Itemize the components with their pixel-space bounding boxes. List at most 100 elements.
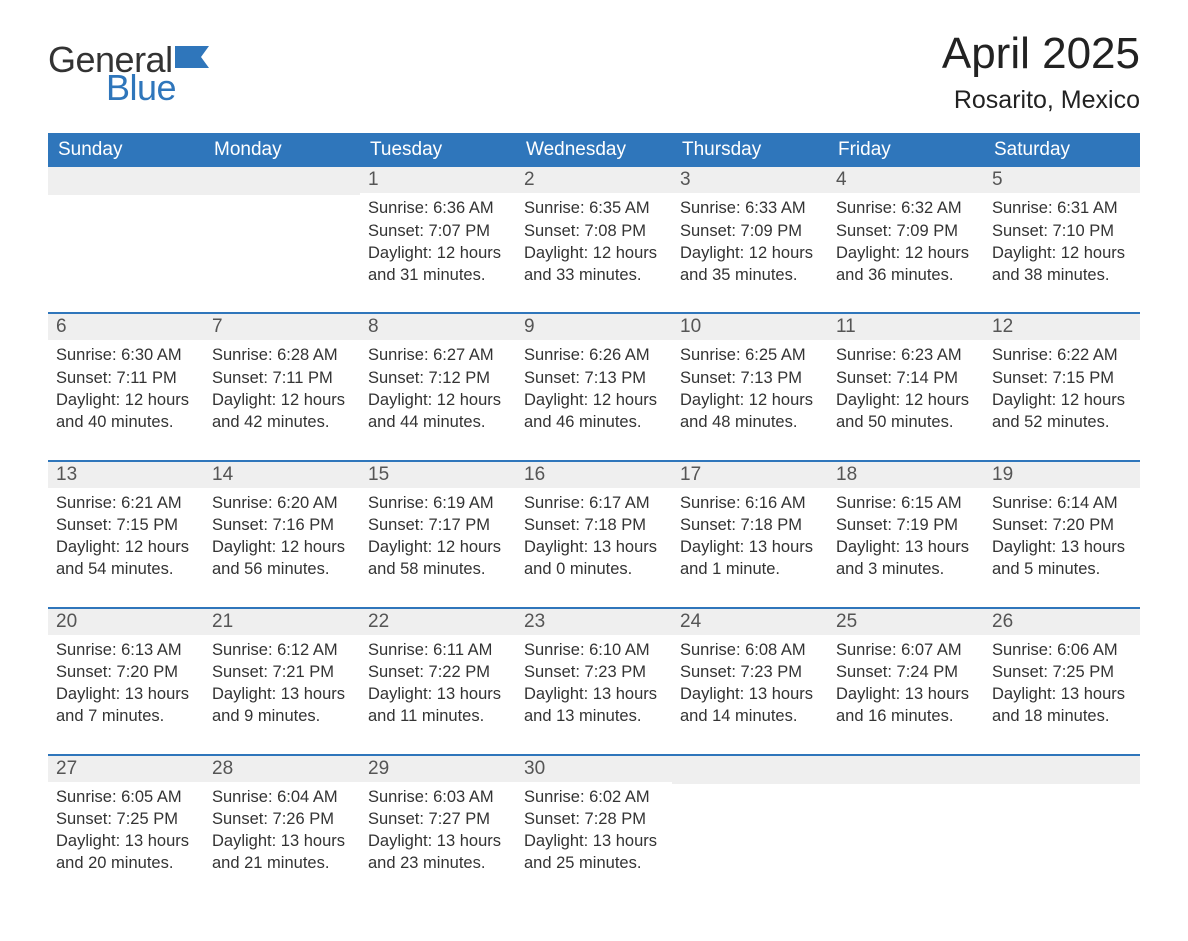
flag-icon	[175, 46, 209, 72]
daylight-text: Daylight: 13 hours and 0 minutes.	[524, 536, 664, 581]
sunrise-text: Sunrise: 6:19 AM	[368, 492, 508, 514]
daylight-text: Daylight: 13 hours and 9 minutes.	[212, 683, 352, 728]
day-number: 19	[992, 464, 1013, 485]
sunset-text: Sunset: 7:21 PM	[212, 661, 352, 683]
day-cell: 28Sunrise: 6:04 AMSunset: 7:26 PMDayligh…	[204, 756, 360, 901]
sunset-text: Sunset: 7:13 PM	[680, 367, 820, 389]
weekday-header: Tuesday	[360, 133, 516, 167]
day-number: 20	[56, 611, 77, 632]
empty-day-cell	[828, 756, 984, 901]
daylight-text: Daylight: 12 hours and 56 minutes.	[212, 536, 352, 581]
sunrise-text: Sunrise: 6:26 AM	[524, 344, 664, 366]
daylight-text: Daylight: 13 hours and 1 minute.	[680, 536, 820, 581]
day-number: 9	[524, 316, 535, 337]
day-info: Sunrise: 6:03 AMSunset: 7:27 PMDaylight:…	[360, 782, 516, 875]
day-info: Sunrise: 6:11 AMSunset: 7:22 PMDaylight:…	[360, 635, 516, 728]
day-cell: 5Sunrise: 6:31 AMSunset: 7:10 PMDaylight…	[984, 167, 1140, 312]
day-number-row: 6	[48, 314, 204, 340]
day-info: Sunrise: 6:27 AMSunset: 7:12 PMDaylight:…	[360, 340, 516, 433]
day-number-row: 12	[984, 314, 1140, 340]
weekday-header: Thursday	[672, 133, 828, 167]
daylight-text: Daylight: 13 hours and 3 minutes.	[836, 536, 976, 581]
day-number-row: 21	[204, 609, 360, 635]
day-number-row	[204, 167, 360, 195]
month-title: April 2025	[942, 30, 1140, 78]
day-number: 27	[56, 758, 77, 779]
sunrise-text: Sunrise: 6:07 AM	[836, 639, 976, 661]
day-number-row: 9	[516, 314, 672, 340]
weekday-header: Sunday	[48, 133, 204, 167]
location-subtitle: Rosarito, Mexico	[942, 86, 1140, 115]
day-cell: 14Sunrise: 6:20 AMSunset: 7:16 PMDayligh…	[204, 462, 360, 607]
day-number-row	[984, 756, 1140, 784]
day-number-row: 22	[360, 609, 516, 635]
sunrise-text: Sunrise: 6:11 AM	[368, 639, 508, 661]
sunset-text: Sunset: 7:18 PM	[524, 514, 664, 536]
daylight-text: Daylight: 13 hours and 11 minutes.	[368, 683, 508, 728]
daylight-text: Daylight: 12 hours and 48 minutes.	[680, 389, 820, 434]
sunset-text: Sunset: 7:26 PM	[212, 808, 352, 830]
day-info: Sunrise: 6:10 AMSunset: 7:23 PMDaylight:…	[516, 635, 672, 728]
calendar: SundayMondayTuesdayWednesdayThursdayFrid…	[48, 133, 1140, 900]
sunset-text: Sunset: 7:28 PM	[524, 808, 664, 830]
sunset-text: Sunset: 7:20 PM	[992, 514, 1132, 536]
day-cell: 15Sunrise: 6:19 AMSunset: 7:17 PMDayligh…	[360, 462, 516, 607]
page-header: General Blue April 2025 Rosarito, Mexico	[48, 30, 1140, 115]
day-number: 14	[212, 464, 233, 485]
day-cell: 19Sunrise: 6:14 AMSunset: 7:20 PMDayligh…	[984, 462, 1140, 607]
day-number-row	[828, 756, 984, 784]
calendar-week: 20Sunrise: 6:13 AMSunset: 7:20 PMDayligh…	[48, 607, 1140, 754]
day-info: Sunrise: 6:22 AMSunset: 7:15 PMDaylight:…	[984, 340, 1140, 433]
sunrise-text: Sunrise: 6:10 AM	[524, 639, 664, 661]
day-number: 10	[680, 316, 701, 337]
day-cell: 30Sunrise: 6:02 AMSunset: 7:28 PMDayligh…	[516, 756, 672, 901]
day-info: Sunrise: 6:32 AMSunset: 7:09 PMDaylight:…	[828, 193, 984, 286]
day-cell: 6Sunrise: 6:30 AMSunset: 7:11 PMDaylight…	[48, 314, 204, 459]
day-cell: 11Sunrise: 6:23 AMSunset: 7:14 PMDayligh…	[828, 314, 984, 459]
day-cell: 13Sunrise: 6:21 AMSunset: 7:15 PMDayligh…	[48, 462, 204, 607]
sunset-text: Sunset: 7:09 PM	[680, 220, 820, 242]
day-number-row: 2	[516, 167, 672, 193]
sunrise-text: Sunrise: 6:03 AM	[368, 786, 508, 808]
day-number-row: 14	[204, 462, 360, 488]
sunset-text: Sunset: 7:12 PM	[368, 367, 508, 389]
daylight-text: Daylight: 13 hours and 5 minutes.	[992, 536, 1132, 581]
sunrise-text: Sunrise: 6:13 AM	[56, 639, 196, 661]
day-number-row: 27	[48, 756, 204, 782]
day-number-row: 24	[672, 609, 828, 635]
day-number: 22	[368, 611, 389, 632]
calendar-week: 1Sunrise: 6:36 AMSunset: 7:07 PMDaylight…	[48, 167, 1140, 312]
day-number-row: 1	[360, 167, 516, 193]
day-cell: 29Sunrise: 6:03 AMSunset: 7:27 PMDayligh…	[360, 756, 516, 901]
sunrise-text: Sunrise: 6:27 AM	[368, 344, 508, 366]
sunset-text: Sunset: 7:14 PM	[836, 367, 976, 389]
day-number-row: 4	[828, 167, 984, 193]
day-cell: 24Sunrise: 6:08 AMSunset: 7:23 PMDayligh…	[672, 609, 828, 754]
daylight-text: Daylight: 12 hours and 54 minutes.	[56, 536, 196, 581]
daylight-text: Daylight: 12 hours and 35 minutes.	[680, 242, 820, 287]
day-number-row: 3	[672, 167, 828, 193]
brand-word-blue: Blue	[106, 70, 209, 106]
empty-day-cell	[672, 756, 828, 901]
day-number-row	[48, 167, 204, 195]
sunset-text: Sunset: 7:13 PM	[524, 367, 664, 389]
day-number: 12	[992, 316, 1013, 337]
daylight-text: Daylight: 12 hours and 50 minutes.	[836, 389, 976, 434]
weekday-header-row: SundayMondayTuesdayWednesdayThursdayFrid…	[48, 133, 1140, 167]
day-number-row: 13	[48, 462, 204, 488]
daylight-text: Daylight: 13 hours and 14 minutes.	[680, 683, 820, 728]
sunset-text: Sunset: 7:25 PM	[56, 808, 196, 830]
day-number-row: 25	[828, 609, 984, 635]
day-number: 23	[524, 611, 545, 632]
day-info: Sunrise: 6:02 AMSunset: 7:28 PMDaylight:…	[516, 782, 672, 875]
empty-day-cell	[48, 167, 204, 312]
day-number-row: 29	[360, 756, 516, 782]
day-info: Sunrise: 6:06 AMSunset: 7:25 PMDaylight:…	[984, 635, 1140, 728]
day-number: 2	[524, 169, 535, 190]
day-cell: 3Sunrise: 6:33 AMSunset: 7:09 PMDaylight…	[672, 167, 828, 312]
sunset-text: Sunset: 7:07 PM	[368, 220, 508, 242]
sunrise-text: Sunrise: 6:17 AM	[524, 492, 664, 514]
day-info: Sunrise: 6:28 AMSunset: 7:11 PMDaylight:…	[204, 340, 360, 433]
sunset-text: Sunset: 7:09 PM	[836, 220, 976, 242]
weekday-header: Monday	[204, 133, 360, 167]
